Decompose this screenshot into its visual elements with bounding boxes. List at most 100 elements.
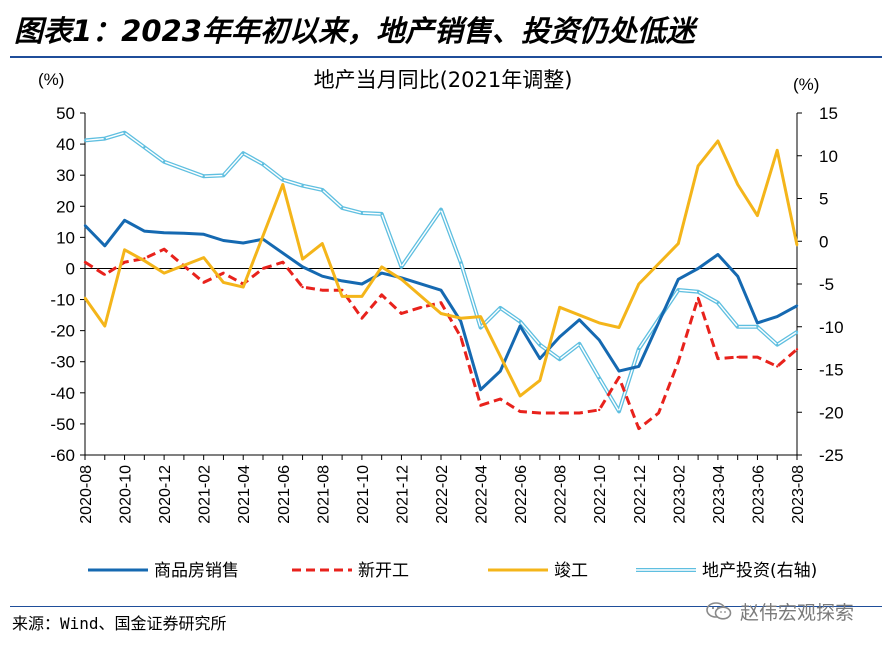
property-yoy-chart: 地产当月同比(2021年调整) (%) (%) 50403020100-10-2…: [38, 68, 844, 581]
series-1-point: [677, 360, 680, 363]
series-1-point: [558, 411, 561, 415]
series-3-point: [301, 184, 304, 187]
series-3-point: [400, 265, 403, 269]
series-2-point: [83, 296, 87, 300]
series-3-point: [83, 139, 87, 142]
series-2-point: [202, 256, 205, 259]
watermark-text: 赵伟宏观探索: [740, 601, 855, 624]
series-3-point: [756, 325, 759, 328]
y-left-tick-label: -10: [50, 291, 75, 310]
series-2-point: [360, 295, 364, 298]
series-1-line: [84, 247, 798, 431]
series-2-point: [222, 281, 225, 284]
series-0-point: [123, 219, 126, 222]
series-2-point: [558, 306, 561, 309]
series-1-point: [538, 411, 542, 415]
series-0-point: [637, 365, 640, 368]
series-2-point: [637, 282, 640, 286]
chart-legend: 商品房销售 新开工 竣工 地产投资(右轴): [88, 561, 817, 581]
series-0-point: [499, 369, 502, 373]
series-2-point: [281, 183, 284, 186]
x-tick-label: 2021-10: [355, 465, 372, 524]
series-1-point: [578, 411, 581, 415]
x-tick-label: 2021-02: [197, 465, 214, 524]
series-1-point: [261, 267, 265, 270]
y-left-tick-label: 10: [56, 228, 75, 247]
series-1-point: [420, 306, 423, 309]
y-left-tick-label: 40: [56, 135, 75, 154]
series-3-inner: [84, 132, 798, 413]
series-0-point: [222, 239, 225, 242]
series-2-point: [143, 259, 146, 262]
series-2-point: [123, 248, 126, 251]
series-2-point: [716, 139, 720, 143]
series-1-point: [617, 376, 621, 379]
series-0-point: [321, 275, 324, 278]
series-2-point: [617, 326, 621, 329]
x-tick-label: 2020-10: [118, 465, 135, 524]
series-0-point: [598, 338, 601, 342]
series-3-point: [222, 174, 225, 177]
y-right-tick-label: -5: [819, 275, 834, 294]
series-0-point: [578, 318, 581, 321]
page-title: 图表1：2023年年初以来，地产销售、投资仍处低迷: [14, 14, 695, 48]
series-1-point: [123, 261, 126, 264]
series-3-point: [578, 342, 581, 346]
series-1-point: [222, 271, 225, 275]
series-1-point: [202, 281, 205, 284]
y-right-tick-label: 0: [819, 232, 828, 251]
series-1-point: [696, 296, 700, 300]
chart-axes: 50403020100-10-20-30-40-50-60151050-5-10…: [50, 104, 843, 524]
series-2-point: [380, 265, 383, 269]
series-0-point: [795, 304, 799, 307]
series-3-point: [380, 212, 383, 216]
series-0-point: [558, 335, 561, 339]
x-tick-label: 2022-06: [513, 465, 530, 524]
series-3-point: [340, 206, 344, 210]
series-3-point: [202, 175, 205, 178]
series-3-point: [795, 330, 799, 334]
y-right-tick-label: -15: [819, 361, 844, 380]
series-0-point: [182, 232, 186, 235]
x-tick-label: 2023-04: [711, 465, 728, 524]
y-right-tick-label: -10: [819, 318, 844, 337]
series-0-point: [83, 224, 87, 227]
y-left-tick-label: -50: [50, 415, 75, 434]
series-1-point: [321, 289, 324, 292]
x-tick-label: 2023-02: [671, 465, 688, 524]
y-right-tick-label: 10: [819, 147, 838, 166]
series-3-point: [143, 146, 146, 149]
series-0-point: [459, 320, 462, 323]
x-tick-label: 2021-12: [394, 465, 411, 524]
y-left-tick-label: 50: [56, 104, 75, 123]
series-1-point: [162, 247, 166, 251]
series-3-point: [479, 326, 482, 329]
series-3-point: [459, 261, 462, 264]
series-1-point: [360, 317, 364, 320]
y-left-tick-label: -20: [50, 322, 75, 341]
series-2-point: [242, 285, 245, 289]
series-1-point: [459, 335, 462, 339]
series-3-point: [538, 343, 542, 346]
series-0-point: [360, 282, 364, 286]
series-2-point: [162, 271, 166, 275]
y-left-tick-label: 30: [56, 166, 75, 185]
chart-title: 地产当月同比(2021年调整): [314, 68, 573, 92]
series-0-point: [696, 267, 700, 270]
series-2-point: [677, 242, 680, 245]
series-1-point: [637, 427, 640, 430]
series-1-point: [439, 301, 443, 304]
y-left-tick-label: -40: [50, 384, 75, 403]
series-2-point: [598, 321, 601, 325]
legend-label: 新开工: [358, 561, 409, 581]
series-3-point: [360, 211, 364, 215]
series-2-point: [736, 183, 739, 186]
series-0-point: [103, 244, 106, 247]
series-0-point: [617, 369, 621, 373]
wechat-icon: [706, 602, 732, 620]
series-3-point: [677, 288, 680, 292]
series-1-point: [380, 293, 383, 297]
x-tick-label: 2022-04: [474, 465, 491, 524]
y-right-tick-label: -25: [819, 446, 844, 465]
series-3-point: [439, 208, 443, 211]
